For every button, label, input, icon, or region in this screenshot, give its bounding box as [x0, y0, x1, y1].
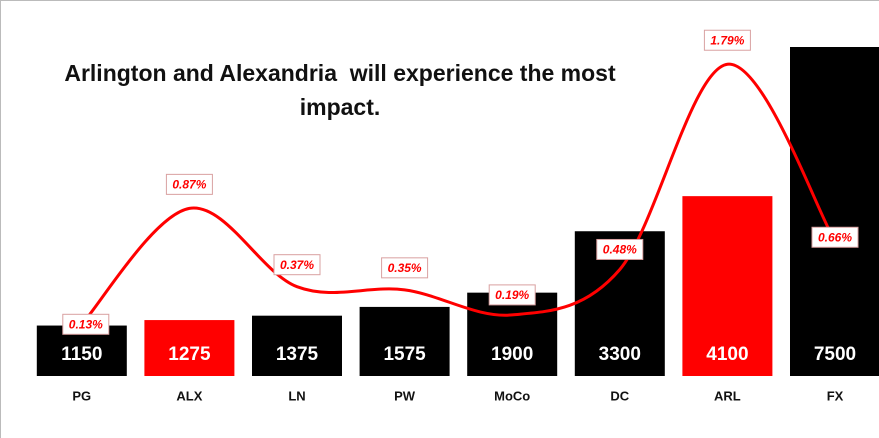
line — [80, 62, 837, 326]
x-tick-label: MoCo — [494, 388, 530, 403]
x-tick-label: ALX — [176, 388, 202, 403]
line-value-label: 0.13% — [69, 317, 103, 331]
x-tick-label: DC — [610, 388, 629, 403]
value-label-box — [811, 226, 859, 248]
value-label-box — [488, 284, 536, 306]
value-label-box — [165, 173, 213, 195]
bar — [682, 196, 773, 376]
bar-value-label: 1375 — [276, 344, 319, 365]
bar-value-label: 1575 — [383, 344, 426, 365]
line-value-label: 0.87% — [172, 178, 206, 192]
x-tick-label: PG — [72, 388, 91, 403]
x-tick-label: PW — [394, 388, 416, 403]
bar-value-label: 3300 — [599, 344, 641, 365]
x-tick-label: FX — [827, 388, 844, 403]
bar-value-label: 1900 — [491, 344, 533, 365]
value-label-box — [596, 238, 644, 260]
line-value-label: 0.66% — [818, 230, 852, 244]
line-value-label: 0.19% — [495, 288, 529, 302]
bar — [790, 47, 879, 376]
bar-value-label: 1150 — [61, 344, 102, 365]
line-value-label: 0.35% — [388, 261, 422, 275]
bar — [144, 320, 235, 376]
chart-title: Arlington and Alexandria will experience… — [64, 60, 623, 120]
bar — [467, 292, 558, 376]
x-tick-label: ARL — [714, 388, 741, 403]
bar-value-label: 1275 — [168, 344, 211, 365]
bar — [252, 315, 342, 376]
x-tick-label: LN — [288, 388, 305, 403]
value-label-box — [62, 313, 110, 335]
value-label-box — [703, 29, 751, 51]
bar-value-label: 7500 — [814, 344, 856, 365]
line-value-label: 0.37% — [280, 258, 314, 272]
bar — [359, 306, 450, 376]
line-value-label: 1.79% — [710, 33, 744, 47]
value-label-box — [273, 254, 321, 276]
value-label-box — [381, 257, 429, 279]
bar-value-label: 4100 — [706, 344, 748, 365]
line-value-label: 0.48% — [603, 243, 637, 257]
